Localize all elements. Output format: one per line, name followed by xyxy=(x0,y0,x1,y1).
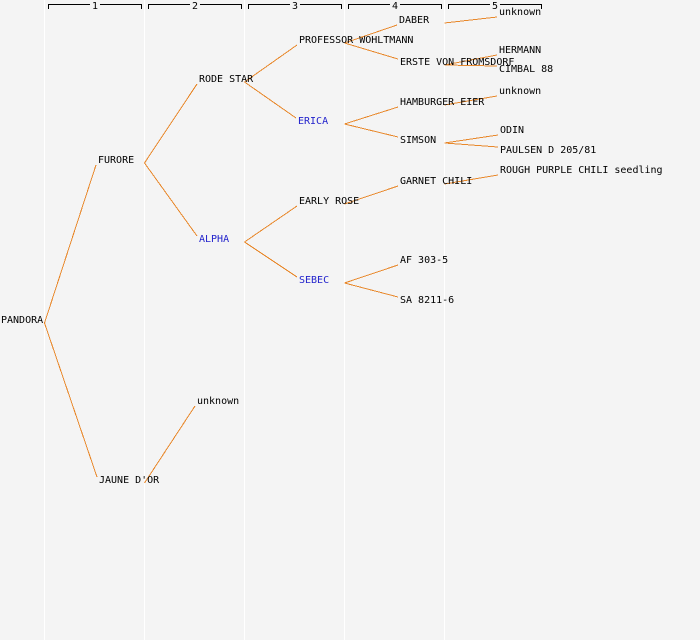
node-odin: ODIN xyxy=(500,125,525,136)
generation-gridline xyxy=(244,0,245,640)
node-jaune-dor: JAUNE D'OR xyxy=(99,475,160,486)
pedigree-edge-jaune_dor-unknown_1 xyxy=(144,405,196,484)
node-early-rose: EARLY ROSE xyxy=(299,196,360,207)
pedigree-edge-pandora-jaune_dor xyxy=(44,322,98,478)
pedigree-edge-daber-unknown_2 xyxy=(444,16,498,24)
generation-number-5: 5 xyxy=(489,1,501,12)
node-sebec[interactable]: SEBEC xyxy=(299,275,330,286)
generation-bracket-4: 4 xyxy=(348,1,442,12)
pedigree-edge-early_rose-garnet_chili xyxy=(344,185,399,205)
pedigree-edge-rode_star-erica xyxy=(244,81,297,119)
node-cimbal-88: CIMBAL 88 xyxy=(499,64,554,75)
pedigree-edge-erica-hamburger_eier xyxy=(344,106,399,125)
generation-number-1: 1 xyxy=(89,1,101,12)
node-rough-purple-chili-seedling: ROUGH PURPLE CHILI seedling xyxy=(500,165,663,176)
node-pandora: PANDORA xyxy=(1,315,44,326)
node-erica[interactable]: ERICA xyxy=(298,116,329,127)
node-alpha[interactable]: ALPHA xyxy=(199,234,230,245)
node-furore: FURORE xyxy=(98,155,135,166)
generation-gridline xyxy=(344,0,345,640)
pedigree-edge-professor_wohltmann-daber xyxy=(344,24,398,44)
pedigree-edge-sebec-sa_8211_6 xyxy=(344,282,399,298)
node-af-303-5: AF 303-5 xyxy=(400,255,449,266)
node-hermann: HERMANN xyxy=(499,45,542,56)
node-daber: DABER xyxy=(399,15,430,26)
pedigree-edge-professor_wohltmann-erste_von_fromsdorf xyxy=(344,42,399,60)
pedigree-edge-furore-rode_star xyxy=(144,83,198,164)
pedigree-edge-pandora-furore xyxy=(44,164,97,324)
node-hamburger-eier: HAMBURGER EIER xyxy=(400,97,485,108)
pedigree-edge-garnet_chili-rough_purple_chili_seedling xyxy=(444,174,499,185)
pedigree-edge-sebec-af_303_5 xyxy=(344,264,399,284)
generation-gridline xyxy=(144,0,145,640)
generation-gridline xyxy=(444,0,445,640)
generation-bracket-5: 5 xyxy=(448,1,542,12)
node-rode-star: RODE STAR xyxy=(199,74,254,85)
node-sa-8211-6: SA 8211-6 xyxy=(400,295,455,306)
generation-bracket-2: 2 xyxy=(148,1,242,12)
pedigree-edge-erste_von_fromsdorf-hermann xyxy=(444,54,498,66)
pedigree-edge-alpha-sebec xyxy=(244,241,298,278)
node-garnet-chili: GARNET CHILI xyxy=(400,176,473,187)
node-unknown-2: unknown xyxy=(499,7,542,18)
node-unknown-3: unknown xyxy=(499,86,542,97)
pedigree-edge-simson-odin xyxy=(444,134,499,144)
pedigree-edge-rode_star-professor_wohltmann xyxy=(244,44,298,83)
node-simson: SIMSON xyxy=(400,135,437,146)
generation-number-2: 2 xyxy=(189,1,201,12)
pedigree-edge-simson-paulsen_d_205_81 xyxy=(444,142,499,148)
generation-number-3: 3 xyxy=(289,1,301,12)
node-erste-von-fromsdorf: ERSTE VON FROMSDORF xyxy=(400,57,515,68)
pedigree-edge-erica-simson xyxy=(344,123,399,138)
pedigree-edge-alpha-early_rose xyxy=(244,205,298,243)
generation-bracket-3: 3 xyxy=(248,1,342,12)
pedigree-edge-hamburger_eier-unknown_3 xyxy=(444,95,498,106)
node-paulsen-d-205-81: PAULSEN D 205/81 xyxy=(500,145,597,156)
generation-gridline xyxy=(44,0,45,640)
node-unknown-1: unknown xyxy=(197,396,240,407)
generation-number-4: 4 xyxy=(389,1,401,12)
node-professor-wohltmann: PROFESSOR WOHLTMANN xyxy=(299,35,414,46)
pedigree-edge-erste_von_fromsdorf-cimbal_88 xyxy=(444,64,498,67)
generation-bracket-1: 1 xyxy=(48,1,142,12)
pedigree-edge-furore-alpha xyxy=(144,162,198,237)
